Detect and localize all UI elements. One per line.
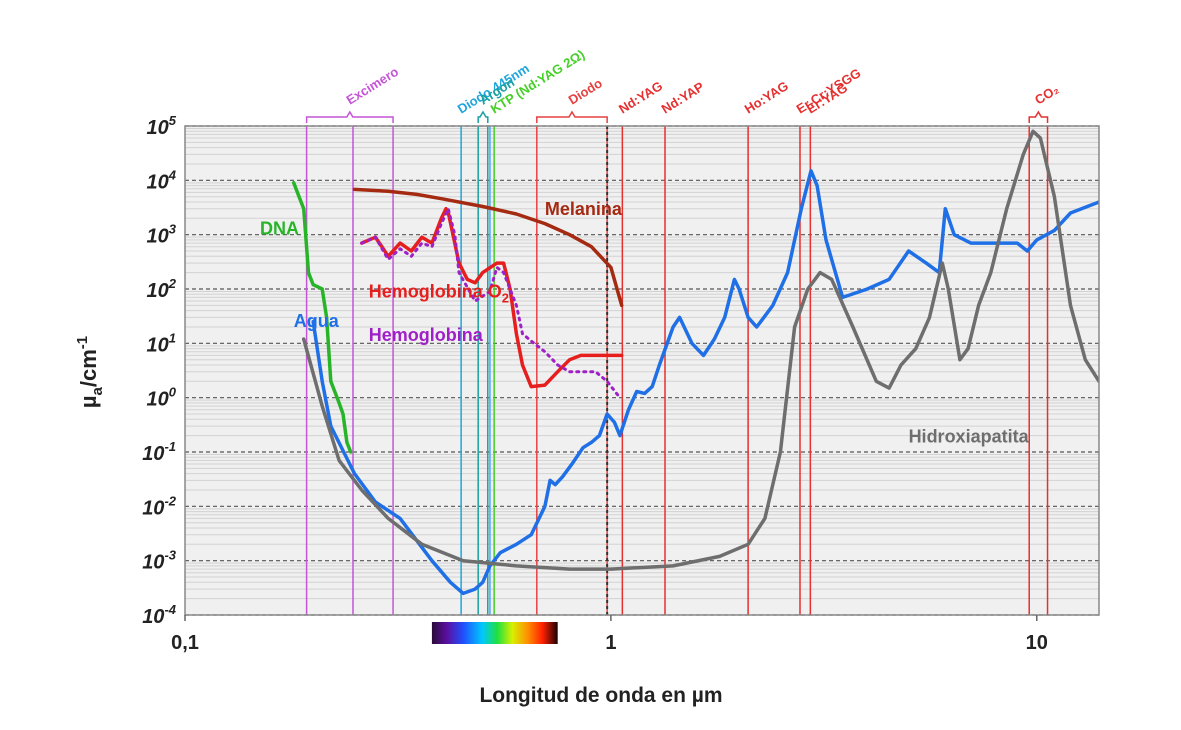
laser-bracket: [305, 110, 394, 123]
x-tick-label: 0,1: [171, 632, 199, 654]
laser-label: Excimero: [343, 64, 401, 108]
y-tick-label: 10-1: [142, 439, 176, 465]
laser-label: Nd:YAP: [659, 79, 707, 117]
plot-area: [185, 126, 1099, 615]
laser-bracket: [1028, 110, 1049, 123]
series-line: [301, 129, 1099, 571]
y-tick-label: 104: [147, 167, 177, 193]
series-line: [311, 169, 1099, 596]
series-line: [352, 187, 624, 308]
series-label: Melanina: [545, 199, 623, 219]
laser-label: Nd:YAG: [616, 78, 665, 116]
series-label: Agua: [294, 311, 340, 331]
y-tick-label: 100: [147, 385, 177, 411]
series-line: [359, 206, 624, 389]
x-tick-label: 10: [1026, 632, 1048, 654]
laser-label: CO₂: [1032, 81, 1062, 107]
series: [291, 129, 1099, 596]
series-label: Hidroxiapatita: [909, 426, 1030, 446]
series-label: Hemoglobina O2: [369, 281, 509, 305]
laser-bracket: [477, 110, 489, 123]
grid: [185, 125, 1099, 616]
x-ticks: 0,1 1 10: [171, 615, 1048, 654]
y-axis-label: µa/cm-1: [74, 336, 106, 408]
visible-spectrum-bar: [431, 622, 558, 644]
series-labels: Agua Hidroxiapatita DNA Melanina Hemoglobina…: [260, 199, 1030, 446]
y-tick-label: 105: [147, 113, 177, 139]
y-ticks: 105 104 103 102 101 100 10-1 10-2 10-3 10-4: [142, 113, 177, 628]
y-tick-label: 10-3: [142, 548, 177, 574]
laser-bracket: [536, 110, 608, 123]
x-axis-label: Longitud de onda en µm: [479, 684, 722, 707]
y-tick-label: 103: [147, 222, 177, 248]
y-tick-label: 10-4: [142, 602, 177, 628]
laser-label: Ho:YAG: [742, 78, 791, 116]
laser-label: Diodo: [566, 75, 605, 107]
y-tick-label: 101: [147, 330, 176, 356]
series-line: [360, 207, 622, 400]
y-tick-label: 102: [147, 276, 177, 302]
series-line: [291, 181, 353, 454]
x-tick-label: 1: [605, 632, 616, 654]
plot-frame: [184, 125, 1100, 616]
series-label: DNA: [260, 219, 299, 239]
y-tick-label: 10-2: [142, 493, 177, 519]
series-label: Hemoglobina: [369, 325, 484, 345]
